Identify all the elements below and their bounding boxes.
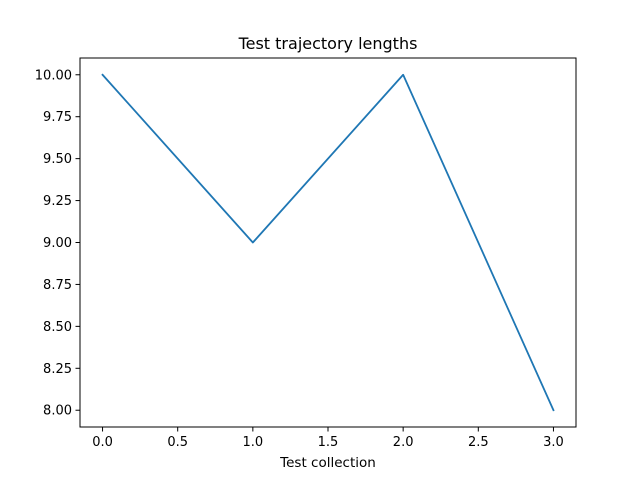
series-layer [101, 73, 555, 412]
x-tick-label: 3.0 [543, 435, 564, 450]
y-tick-label: 8.00 [43, 404, 72, 419]
y-tick-label: 8.75 [43, 278, 72, 293]
x-tick-label: 1.5 [318, 435, 339, 450]
y-tick-label: 9.75 [43, 110, 72, 125]
x-tick-label: 1.0 [243, 435, 264, 450]
y-tick-label: 8.50 [43, 320, 72, 335]
x-axis-ticks: 0.0 0.5 1.0 1.5 2.0 2.5 3.0 [92, 427, 564, 450]
series-line-0 [101, 73, 555, 412]
y-tick-label: 8.25 [43, 362, 72, 377]
x-tick-label: 0.5 [167, 435, 188, 450]
y-tick-label: 9.00 [43, 236, 72, 251]
x-tick-label: 2.0 [393, 435, 414, 450]
y-tick-label: 10.00 [35, 68, 72, 83]
x-axis-title: Test collection [279, 455, 376, 471]
y-tick-label: 9.25 [43, 194, 72, 209]
x-tick-label: 2.5 [468, 435, 489, 450]
y-tick-label: 9.50 [43, 152, 72, 167]
x-tick-label: 0.0 [92, 435, 113, 450]
chart-title: Test trajectory lengths [238, 34, 418, 53]
y-axis-ticks: 8.00 8.25 8.50 8.75 9.00 9.25 9.50 9.75 10.00 [35, 68, 80, 419]
